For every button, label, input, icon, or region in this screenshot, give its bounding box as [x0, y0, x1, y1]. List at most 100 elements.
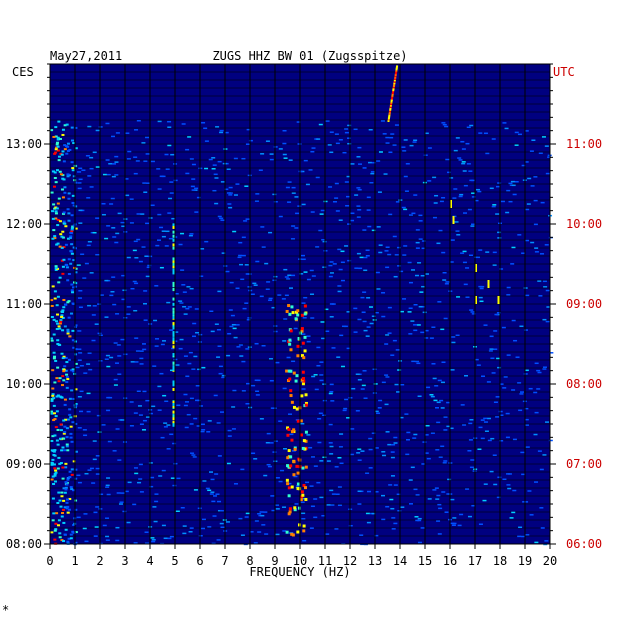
spectral-cell — [245, 402, 250, 405]
spectral-cell — [498, 410, 503, 413]
spectral-cell — [57, 325, 61, 328]
spectral-cell — [273, 146, 278, 148]
spectral-cell — [136, 238, 141, 241]
spectral-cell — [485, 152, 490, 155]
spectral-cell — [185, 375, 190, 378]
spectral-cell — [275, 504, 280, 506]
spectral-cell — [384, 343, 389, 345]
spectral-cell — [161, 524, 166, 527]
spectral-cell — [58, 276, 62, 279]
spectral-cell — [414, 516, 419, 518]
spectral-cell — [395, 69, 398, 72]
spectral-cell — [54, 206, 58, 209]
spectral-cell — [172, 238, 175, 242]
spectral-cell — [392, 85, 395, 87]
spectral-cell — [469, 466, 474, 469]
spectral-cell — [224, 131, 229, 134]
spectral-cell — [319, 374, 324, 376]
spectral-cell — [464, 374, 469, 377]
spectral-cell — [70, 243, 74, 246]
spectral-cell — [259, 511, 264, 513]
spectral-cell — [346, 175, 351, 178]
spectral-cell — [61, 329, 65, 332]
spectral-cell — [452, 216, 455, 224]
spectral-cell — [71, 201, 75, 204]
spectral-cell — [329, 453, 334, 455]
spectral-cell — [287, 427, 291, 431]
spectral-cell — [261, 246, 266, 248]
spectral-cell — [74, 271, 78, 274]
spectral-cell — [319, 213, 324, 215]
spectral-cell — [78, 167, 83, 170]
spectral-cell — [84, 262, 89, 265]
spectral-cell — [443, 317, 448, 320]
spectral-cell — [417, 395, 422, 397]
spectral-cell — [99, 493, 104, 496]
spectral-cell — [71, 225, 75, 228]
spectral-cell — [211, 542, 216, 545]
spectral-cell — [487, 439, 492, 442]
spectral-cell — [437, 533, 442, 535]
left-timezone-label: CES — [12, 65, 34, 79]
spectral-cell — [146, 182, 151, 184]
spectral-cell — [219, 510, 224, 512]
spectral-cell — [104, 279, 109, 282]
spectral-cell — [253, 542, 258, 544]
spectral-cell — [283, 268, 288, 271]
spectral-cell — [278, 480, 283, 483]
spectral-cell — [170, 153, 175, 156]
spectral-cell — [201, 518, 206, 521]
spectral-cell — [521, 164, 526, 167]
spectral-cell — [58, 377, 62, 380]
spectral-cell — [253, 284, 258, 286]
spectral-cell — [442, 462, 447, 464]
spectral-cell — [360, 296, 365, 299]
spectral-cell — [294, 227, 299, 229]
spectral-cell — [61, 230, 65, 233]
spectral-cell — [265, 441, 270, 444]
spectral-cell — [275, 361, 280, 364]
spectral-cell — [295, 464, 299, 468]
spectral-cell — [440, 328, 445, 331]
spectral-cell — [289, 389, 293, 393]
spectral-cell — [390, 507, 395, 510]
spectral-cell — [154, 338, 159, 340]
spectral-cell — [193, 489, 198, 491]
spectral-cell — [117, 355, 122, 357]
spectral-cell — [520, 451, 525, 454]
spectral-cell — [344, 245, 349, 247]
spectral-cell — [497, 296, 500, 304]
spectral-cell — [60, 352, 64, 355]
spectral-cell — [59, 437, 63, 440]
spectral-cell — [56, 202, 60, 205]
spectral-cell — [358, 267, 363, 270]
spectral-cell — [401, 206, 406, 209]
spectral-cell — [69, 262, 73, 265]
spectral-cell — [133, 542, 138, 544]
spectral-cell — [344, 181, 349, 183]
spectral-cell — [272, 451, 277, 453]
x-tick-label: 18 — [493, 554, 507, 568]
spectral-cell — [136, 120, 141, 122]
spectral-cell — [54, 135, 58, 138]
spectral-cell — [339, 462, 344, 465]
spectral-cell — [418, 238, 423, 240]
spectral-cell — [56, 366, 60, 369]
spectral-cell — [323, 200, 328, 203]
spectral-cell — [288, 510, 292, 514]
spectral-cell — [180, 232, 185, 235]
spectral-cell — [191, 163, 196, 166]
spectral-cell — [393, 79, 396, 82]
spectral-cell — [447, 171, 452, 174]
spectral-cell — [114, 174, 119, 176]
spectral-cell — [214, 177, 219, 179]
spectral-cell — [57, 155, 61, 158]
spectral-cell — [238, 517, 243, 520]
spectral-cell — [368, 306, 373, 308]
spectral-cell — [172, 287, 175, 291]
spectral-cell — [66, 449, 70, 452]
spectral-cell — [106, 409, 111, 412]
spectral-cell — [92, 231, 97, 234]
spectral-cell — [57, 519, 61, 522]
spectral-cell — [381, 292, 386, 294]
